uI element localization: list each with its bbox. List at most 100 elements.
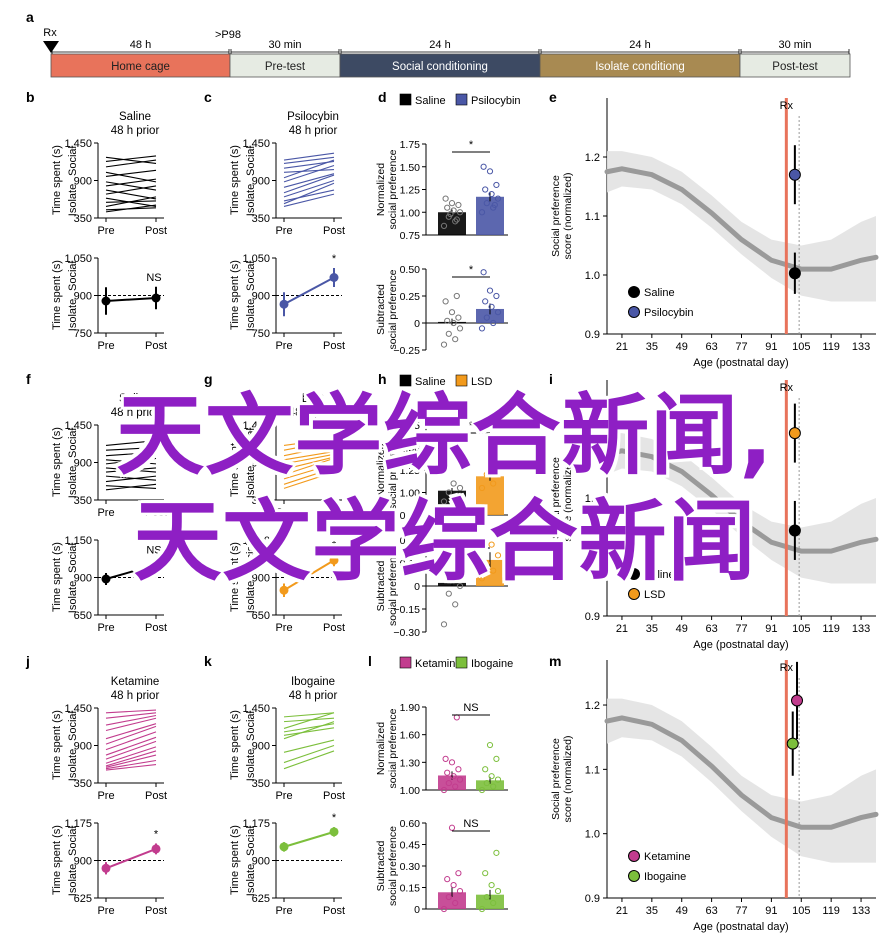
- subject-line: [283, 717, 335, 723]
- subject-line: [105, 196, 157, 207]
- y-axis-label: social preference: [387, 708, 399, 788]
- y-tick-label: 350: [252, 778, 270, 790]
- y-axis-label: Time spent (s): [51, 710, 63, 780]
- y-tick-label: 1.25: [400, 185, 421, 197]
- y-tick-label: 1.00: [400, 785, 421, 797]
- x-axis-label: Age (postnatal day): [693, 921, 788, 933]
- data-point: [494, 552, 502, 559]
- x-tick-label: 21: [616, 905, 628, 917]
- x-tick-label: 105: [792, 623, 810, 635]
- data-point: [450, 480, 457, 487]
- x-tick-label: 105: [792, 341, 810, 353]
- data-point: [494, 309, 502, 316]
- subject-line: [283, 444, 335, 457]
- age-label: >P98: [215, 29, 241, 41]
- y-tick-label: 0.9: [585, 329, 600, 341]
- y-tick-label: 750: [74, 328, 92, 340]
- data-point: [448, 309, 456, 316]
- trend-curve: [604, 448, 879, 554]
- y-axis-social-label: Social: [245, 261, 257, 291]
- y-axis-label: Time spent (s): [229, 825, 241, 895]
- legend-marker: [628, 850, 640, 862]
- subject-line: [283, 193, 335, 207]
- data-point: [494, 462, 502, 469]
- mean-line: [105, 297, 157, 302]
- panel-subtitle: 48 h prior: [111, 407, 160, 419]
- panel-subtitle: 48 h prior: [289, 407, 338, 419]
- subject-line: [105, 440, 157, 447]
- subject-line: [105, 197, 157, 207]
- rx-arrow-icon: [43, 41, 59, 53]
- y-axis-social-label: Social: [67, 711, 79, 741]
- x-tick-label: 133: [852, 341, 870, 353]
- y-axis-label: Time spent (s): [51, 542, 63, 612]
- subject-line: [105, 159, 157, 168]
- y-axis-label: Subtracted: [375, 840, 387, 891]
- y-tick-label: 900: [252, 458, 270, 470]
- mean-point: [101, 863, 111, 873]
- data-point: [478, 905, 486, 913]
- legend-marker: [628, 286, 640, 298]
- subject-line: [105, 712, 157, 719]
- bar: [476, 308, 504, 323]
- panel-j2: 625 900 1,175 Pre Post Time spent (s) Social Is…: [51, 818, 167, 917]
- x-tick-label: Post: [145, 905, 167, 917]
- x-tick-label: Pre: [275, 225, 292, 237]
- data-point: [480, 163, 487, 170]
- y-tick-label: −0.30: [393, 627, 420, 639]
- y-axis-label: Time spent (s): [51, 825, 63, 895]
- x-tick-label: Pre: [275, 340, 292, 352]
- bar: [476, 780, 504, 790]
- y-axis-label: Time spent (s): [51, 260, 63, 330]
- x-tick-label: Post: [323, 790, 345, 802]
- panel-l: Ketamine Ibogaine 1.00 1.30 1.60 1.90 Normaliz…: [375, 656, 513, 797]
- data-point: [482, 186, 489, 193]
- subject-line: [283, 451, 335, 461]
- panel-b2: 750 900 1,050 Pre Post Time spent (s) Social Is…: [51, 253, 167, 352]
- panel-l2: 0 0.15 0.30 0.45 0.60 Subtracted social prefer…: [375, 818, 508, 916]
- panel-m: 21 35 49 63 77 91 105 119 133 0.9 1.0 1.1 1.2 Age (po…: [550, 660, 879, 933]
- data-point: [490, 480, 497, 487]
- subject-line: [105, 731, 157, 751]
- data-point: [488, 303, 495, 310]
- data-point: [483, 200, 490, 207]
- y-axis-isolate-label: Isolate: [67, 864, 79, 896]
- subject-line: [105, 446, 157, 451]
- data-point: [482, 298, 489, 305]
- panel-title: LSD: [302, 393, 324, 405]
- panel-label-l: l: [368, 653, 372, 669]
- data-point: [488, 457, 495, 465]
- legend-label: Saline: [415, 376, 446, 388]
- significance-label: *: [332, 253, 337, 265]
- y-tick-label: 1,150: [64, 535, 92, 547]
- y-tick-label: 1.1: [585, 493, 600, 505]
- y-tick-label: 1.60: [400, 730, 421, 742]
- subject-line: [105, 457, 157, 465]
- panel-label-m: m: [549, 653, 561, 669]
- y-tick-label: 1.0: [585, 829, 600, 841]
- mean-point: [101, 574, 111, 584]
- legend-label: Ketamine: [644, 851, 690, 863]
- x-tick-label: Post: [323, 507, 345, 519]
- x-tick-label: Post: [145, 622, 167, 634]
- data-point: [442, 298, 449, 305]
- mean-point: [329, 827, 339, 837]
- x-tick-label: Post: [323, 622, 345, 634]
- data-point: [440, 341, 448, 348]
- subject-line: [105, 483, 157, 491]
- legend-swatch: [399, 93, 412, 106]
- subject-line: [283, 739, 335, 753]
- subject-line: [283, 453, 335, 465]
- data-point: [445, 893, 452, 901]
- y-tick-label: 900: [74, 458, 92, 470]
- data-point: [490, 899, 497, 907]
- x-tick-label: Pre: [97, 507, 114, 519]
- x-tick-label: Pre: [275, 622, 292, 634]
- subject-line: [283, 156, 335, 165]
- y-tick-label: 1,450: [64, 703, 92, 715]
- y-tick-label: 900: [74, 291, 92, 303]
- x-tick-label: Pre: [97, 340, 114, 352]
- y-tick-label: 1,450: [242, 138, 270, 150]
- y-tick-label: 350: [74, 495, 92, 507]
- x-tick-label: 133: [852, 623, 870, 635]
